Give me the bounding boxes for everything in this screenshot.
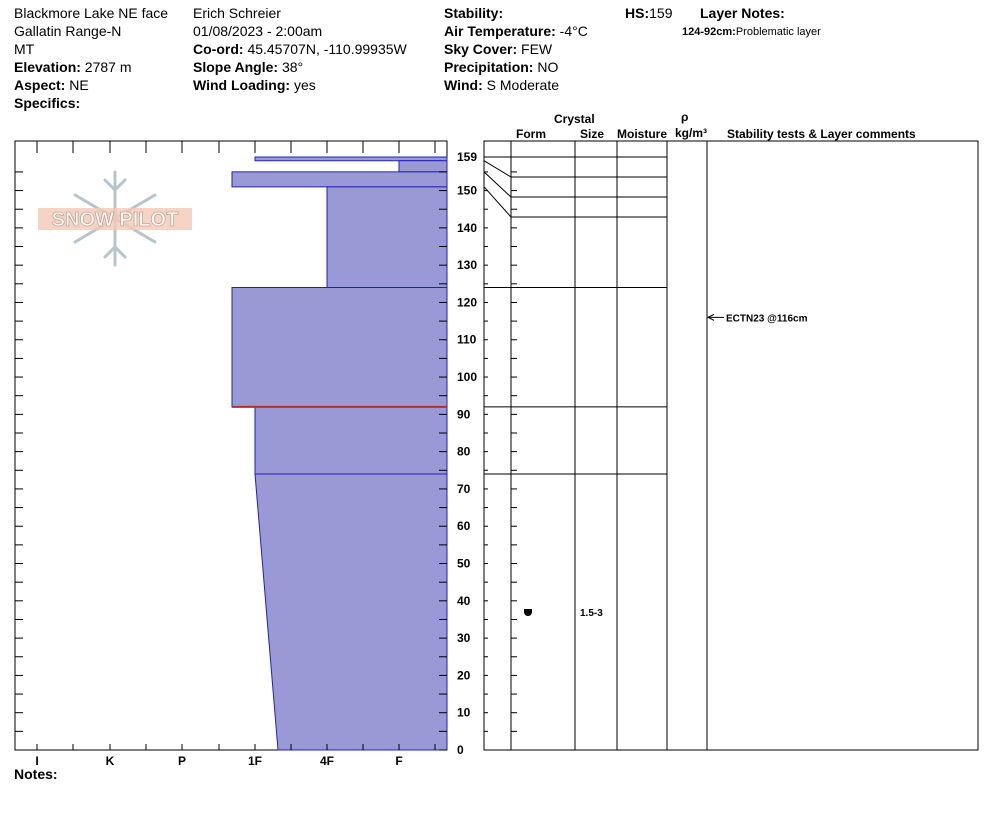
layer-note-text: Problematic layer [735,26,821,38]
layer-notes-title: Layer Notes: [700,4,785,22]
depth-label: 10 [457,706,471,720]
datetime: 01/08/2023 - 2:00am [193,23,323,39]
grain-form-icon [524,609,532,617]
depth-label: 150 [457,184,477,198]
depth-label: 70 [457,482,471,496]
slope-label: Slope Angle: [193,59,279,75]
coord-value: 45.45707N, -110.99935W [247,41,407,57]
wind-loading-row: Wind Loading: yes [193,76,407,94]
wind-value: S Moderate [486,77,560,93]
air-temp-label: Air Temperature: [444,23,556,39]
grain-size-label: 1.5-3 [580,608,603,619]
aspect-row: Aspect: NE [14,76,168,94]
depth-label: 120 [457,295,477,309]
hardness-label: P [178,754,186,768]
logo-text: SNOW PILOT [52,209,179,231]
row-connector [483,160,512,178]
sky-value: FEW [521,41,553,57]
depth-label: 50 [457,557,471,571]
snow-layer [254,156,448,162]
form-header: Form [516,127,546,141]
layer-notes-label: Layer Notes: [700,5,785,21]
notes-label: Notes: [14,766,58,782]
specifics-label: Specifics: [14,95,81,111]
wind-label: Wind: [444,77,483,93]
stability-test-label: ECTN23 @116cm [726,313,808,324]
hardness-label: 4F [320,754,334,768]
depth-label: 159 [457,150,477,164]
location-info: Blackmore Lake NE face Gallatin Range-N … [14,4,168,112]
sky-label: Sky Cover: [444,41,518,57]
row-connector [483,186,512,218]
rho-header: ρ [681,110,689,124]
depth-label: 40 [457,594,471,608]
elevation-label: Elevation: [14,59,81,75]
hardness-label: I [35,754,38,768]
wind-loading-label: Wind Loading: [193,77,291,93]
wind-loading-value: yes [293,77,316,93]
layer-note-range: 124-92cm: [682,26,736,38]
hardness-label: F [395,754,402,768]
aspect-value: NE [69,77,89,93]
coord-row: Co-ord: 45.45707N, -110.99935W [193,40,407,58]
snow-layer [231,171,448,188]
depth-label: 130 [457,258,477,272]
test-arrow-head [706,313,715,321]
observer-name: Erich Schreier [193,5,281,21]
precip-label: Precipitation: [444,59,534,75]
depth-label: 80 [457,445,471,459]
wind-row: Wind: S Moderate [444,76,588,94]
depth-label: 30 [457,631,471,645]
snowpilot-logo: SNOW PILOT [38,170,192,267]
hardness-label: 1F [248,754,262,768]
snow-layer [231,287,448,408]
aspect-label: Aspect: [14,77,66,93]
hs-value: 159 [649,5,673,21]
hs-label: HS: [625,5,650,21]
depth-label: 90 [457,407,471,421]
precip-value: NO [537,59,559,75]
depth-label: 100 [457,370,477,384]
observer-info: Erich Schreier 01/08/2023 - 2:00am Co-or… [193,4,407,94]
depth-label: 140 [457,221,477,235]
snow-layer [254,473,448,751]
table-frame [483,140,979,751]
precip-row: Precipitation: NO [444,58,588,76]
stability-header: Stability tests & Layer comments [727,127,916,141]
specifics-row: Specifics: [14,94,168,112]
state: MT [14,41,35,57]
elevation-row: Elevation: 2787 m [14,58,168,76]
depth-label: 110 [457,333,477,347]
air-temp-value: -4°C [559,23,588,39]
snow-layer [326,186,448,289]
hs-row: HS:159 [625,4,672,22]
coord-label: Co-ord: [193,41,244,57]
crystal-header: Crystal [554,112,595,126]
density-header: kg/m³ [675,126,708,140]
location-name: Blackmore Lake NE face [14,5,169,21]
notes-row: Notes: [14,765,58,783]
depth-label: 0 [457,743,464,757]
moisture-header: Moisture [617,127,668,141]
depth-label: 60 [457,519,471,533]
row-connector [483,171,512,198]
slope-value: 38° [281,59,304,75]
air-temp-row: Air Temperature: -4°C [444,22,588,40]
size-header: Size [580,127,605,141]
mountain-range: Gallatin Range-N [14,23,122,39]
snow-layer [398,160,448,173]
stability-row: Stability: [444,4,588,22]
conditions-info: Stability: Air Temperature: -4°C Sky Cov… [444,4,588,94]
depth-label: 20 [457,668,471,682]
elevation-value: 2787 m [84,59,132,75]
layer-note: 124-92cm:Problematic layer [682,23,821,41]
snow-layer [254,406,448,475]
slope-row: Slope Angle: 38° [193,58,407,76]
stability-label: Stability: [444,5,504,21]
hardness-label: K [106,754,115,768]
sky-row: Sky Cover: FEW [444,40,588,58]
